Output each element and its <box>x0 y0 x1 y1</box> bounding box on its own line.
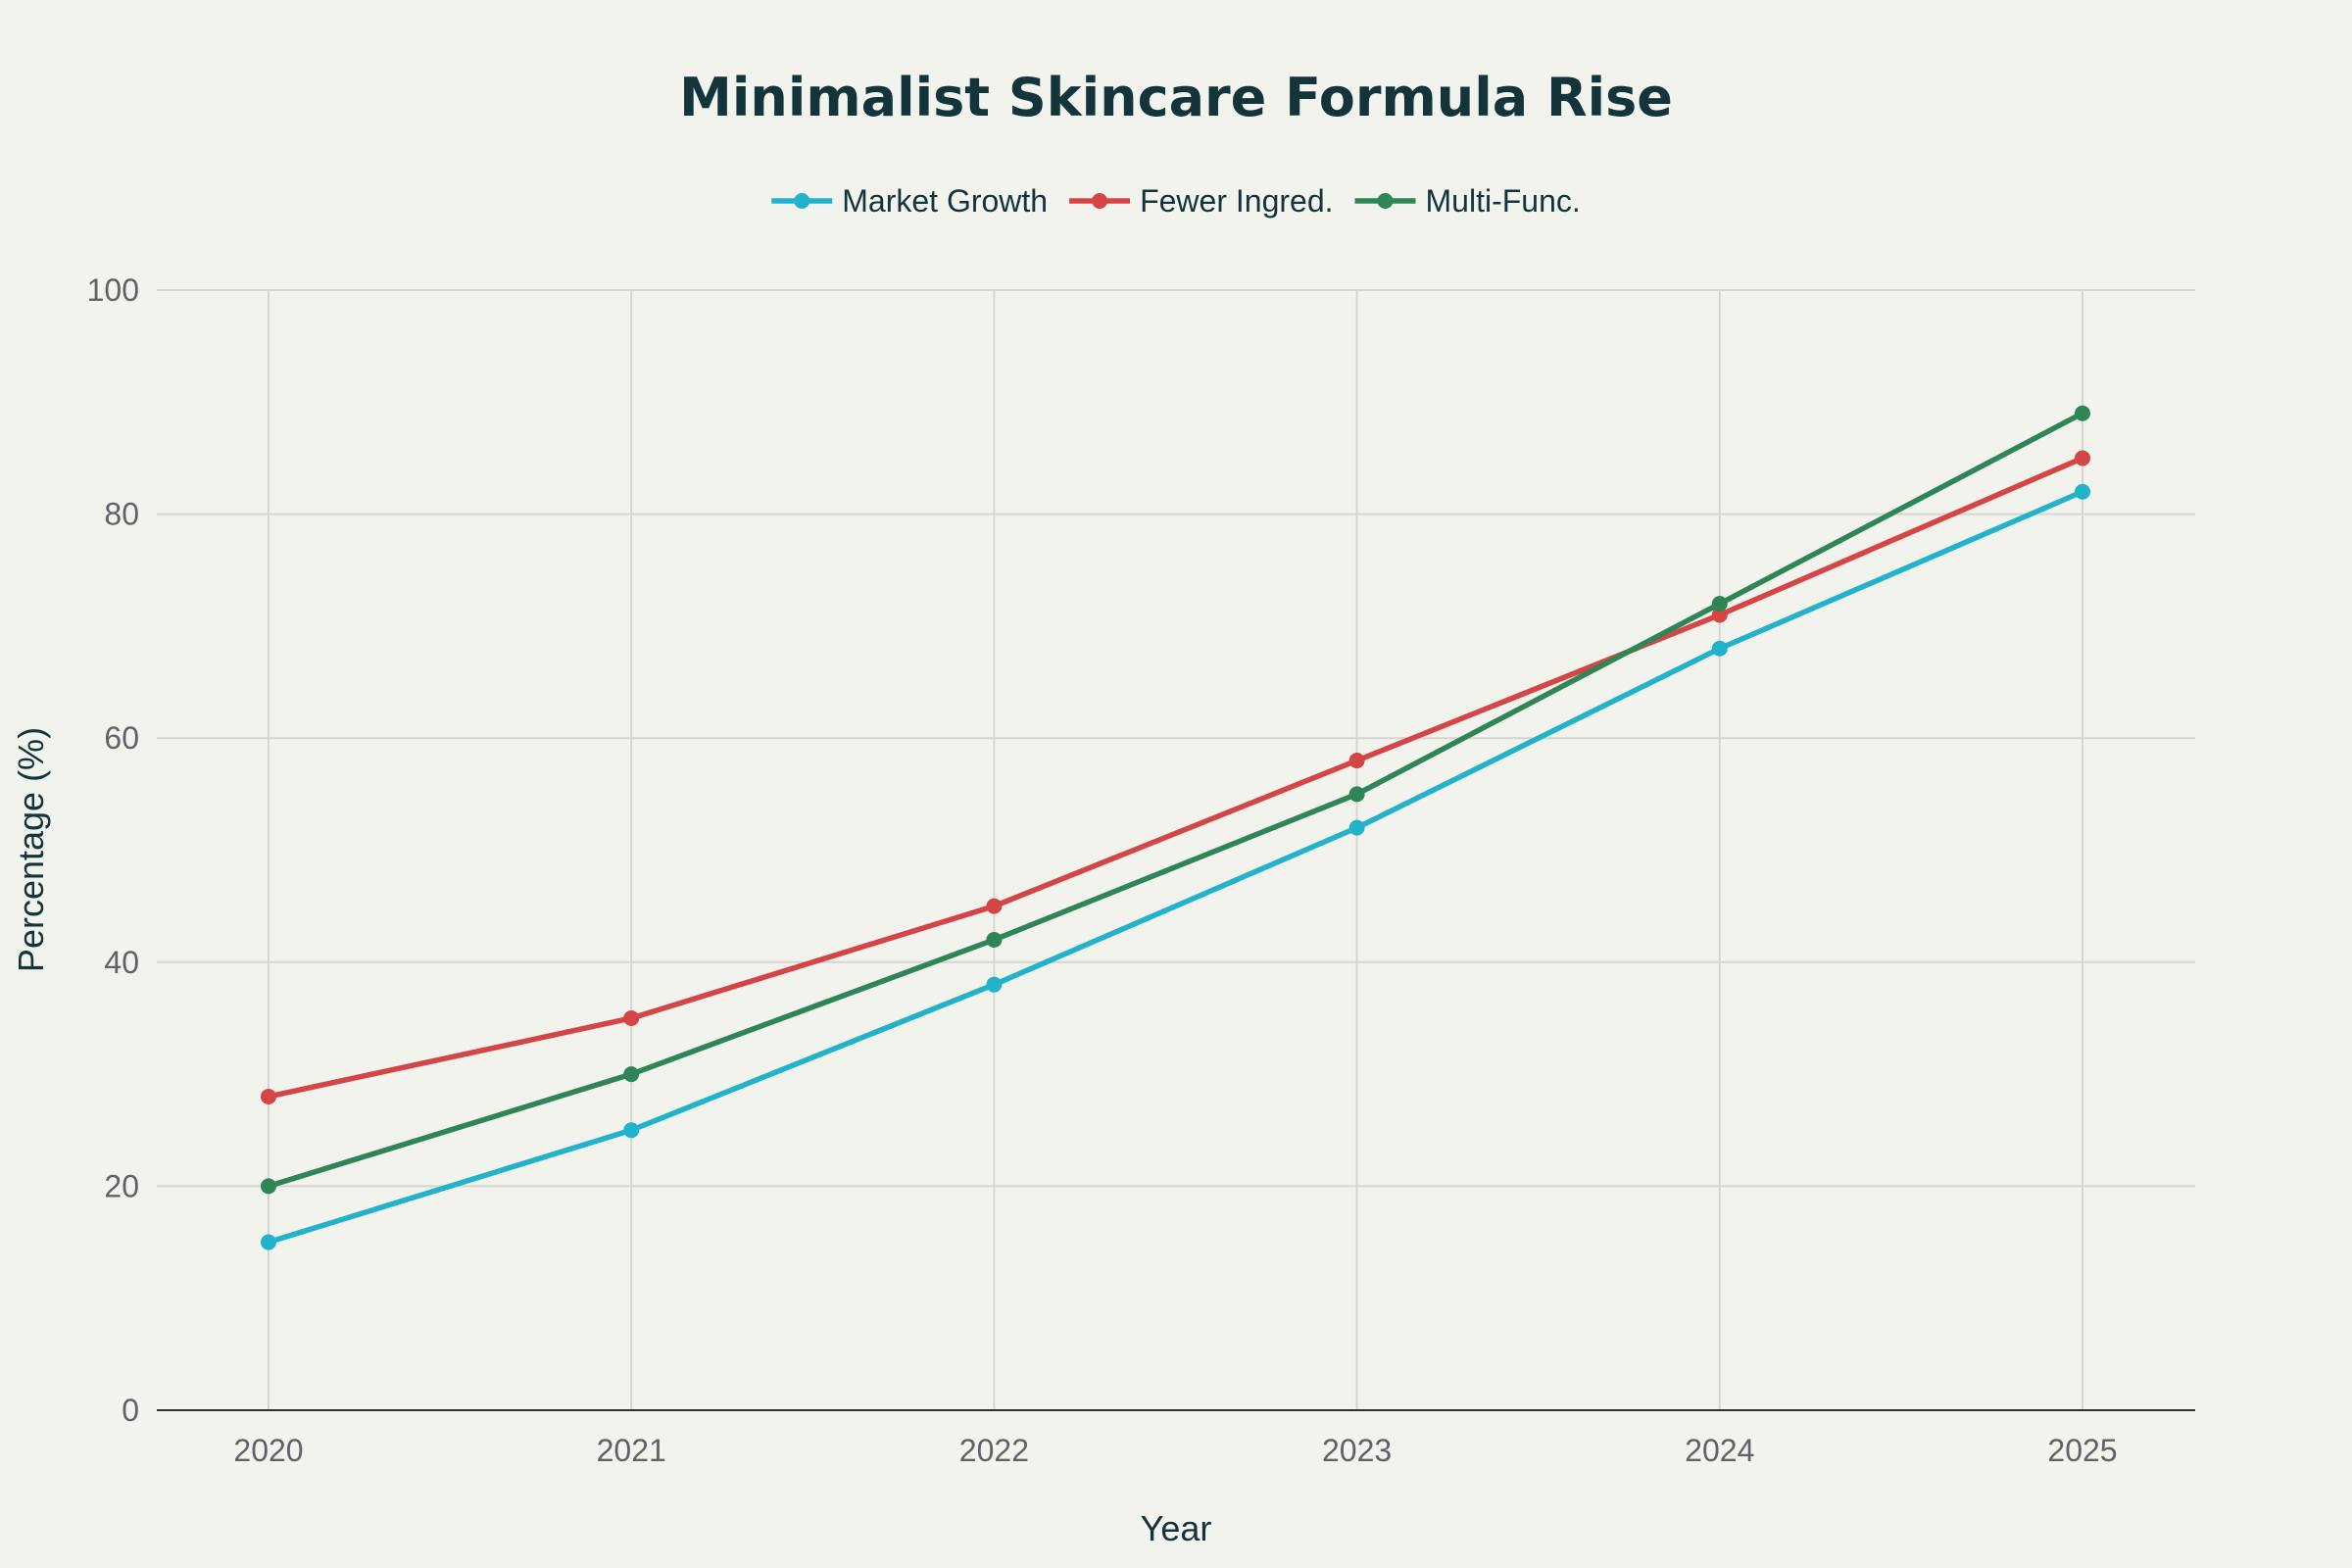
legend-swatch-marker <box>1377 193 1394 209</box>
data-point <box>261 1178 276 1195</box>
series-group <box>261 405 2090 1250</box>
legend-swatch-marker <box>1092 193 1108 209</box>
y-tick-label: 80 <box>104 497 139 532</box>
legend-label: Multi-Func. <box>1426 183 1581 219</box>
y-tick-label: 20 <box>104 1168 139 1203</box>
data-point <box>623 1122 640 1139</box>
y-axis-title: Percentage (%) <box>11 727 51 972</box>
x-tick-label: 2024 <box>1685 1433 1754 1468</box>
y-tick-label: 60 <box>104 720 139 756</box>
data-point <box>1711 596 1728 612</box>
legend-item[interactable]: Market Growth <box>771 183 1048 219</box>
y-axis-ticks: 0 20 40 60 80 100 <box>87 272 139 1428</box>
data-point <box>2075 483 2090 500</box>
data-point <box>986 931 1003 948</box>
legend-item[interactable]: Multi-Func. <box>1354 183 1581 219</box>
data-point <box>261 1234 276 1250</box>
series-1 <box>261 483 2090 1250</box>
x-tick-label: 2025 <box>2047 1433 2117 1468</box>
x-tick-label: 2020 <box>233 1433 303 1468</box>
series-line <box>266 488 2085 1246</box>
data-point <box>261 1088 276 1104</box>
legend: Market Growth Fewer Ingred. Multi-Func. <box>771 183 1581 219</box>
x-tick-label: 2022 <box>959 1433 1029 1468</box>
x-axis-title: Year <box>1141 1508 1212 1548</box>
y-tick-label: 40 <box>104 945 139 980</box>
data-point <box>2075 405 2090 421</box>
data-point <box>986 976 1003 993</box>
legend-item[interactable]: Fewer Ingred. <box>1069 183 1334 219</box>
series-3 <box>261 405 2090 1195</box>
data-point <box>1348 753 1365 769</box>
data-point <box>1711 640 1728 657</box>
x-tick-label: 2021 <box>597 1433 666 1468</box>
data-point <box>1348 819 1365 836</box>
series-line <box>266 410 2085 1190</box>
x-axis-ticks: 2020 2021 2022 2023 2024 2025 <box>233 1433 2117 1468</box>
data-point <box>623 1009 640 1026</box>
data-point <box>623 1066 640 1083</box>
y-tick-label: 100 <box>87 272 139 308</box>
data-point <box>2075 450 2090 466</box>
legend-label: Fewer Ingred. <box>1140 183 1333 219</box>
data-point <box>986 898 1003 914</box>
chart-title: Minimalist Skincare Formula Rise <box>679 67 1673 128</box>
data-point <box>1711 607 1728 623</box>
data-point <box>1348 786 1365 803</box>
x-tick-label: 2023 <box>1322 1433 1392 1468</box>
y-tick-label: 0 <box>122 1393 139 1428</box>
series-2 <box>261 450 2090 1104</box>
legend-swatch-marker <box>794 193 810 209</box>
series-line <box>266 455 2085 1100</box>
grid <box>157 289 2195 1410</box>
legend-label: Market Growth <box>842 183 1048 219</box>
